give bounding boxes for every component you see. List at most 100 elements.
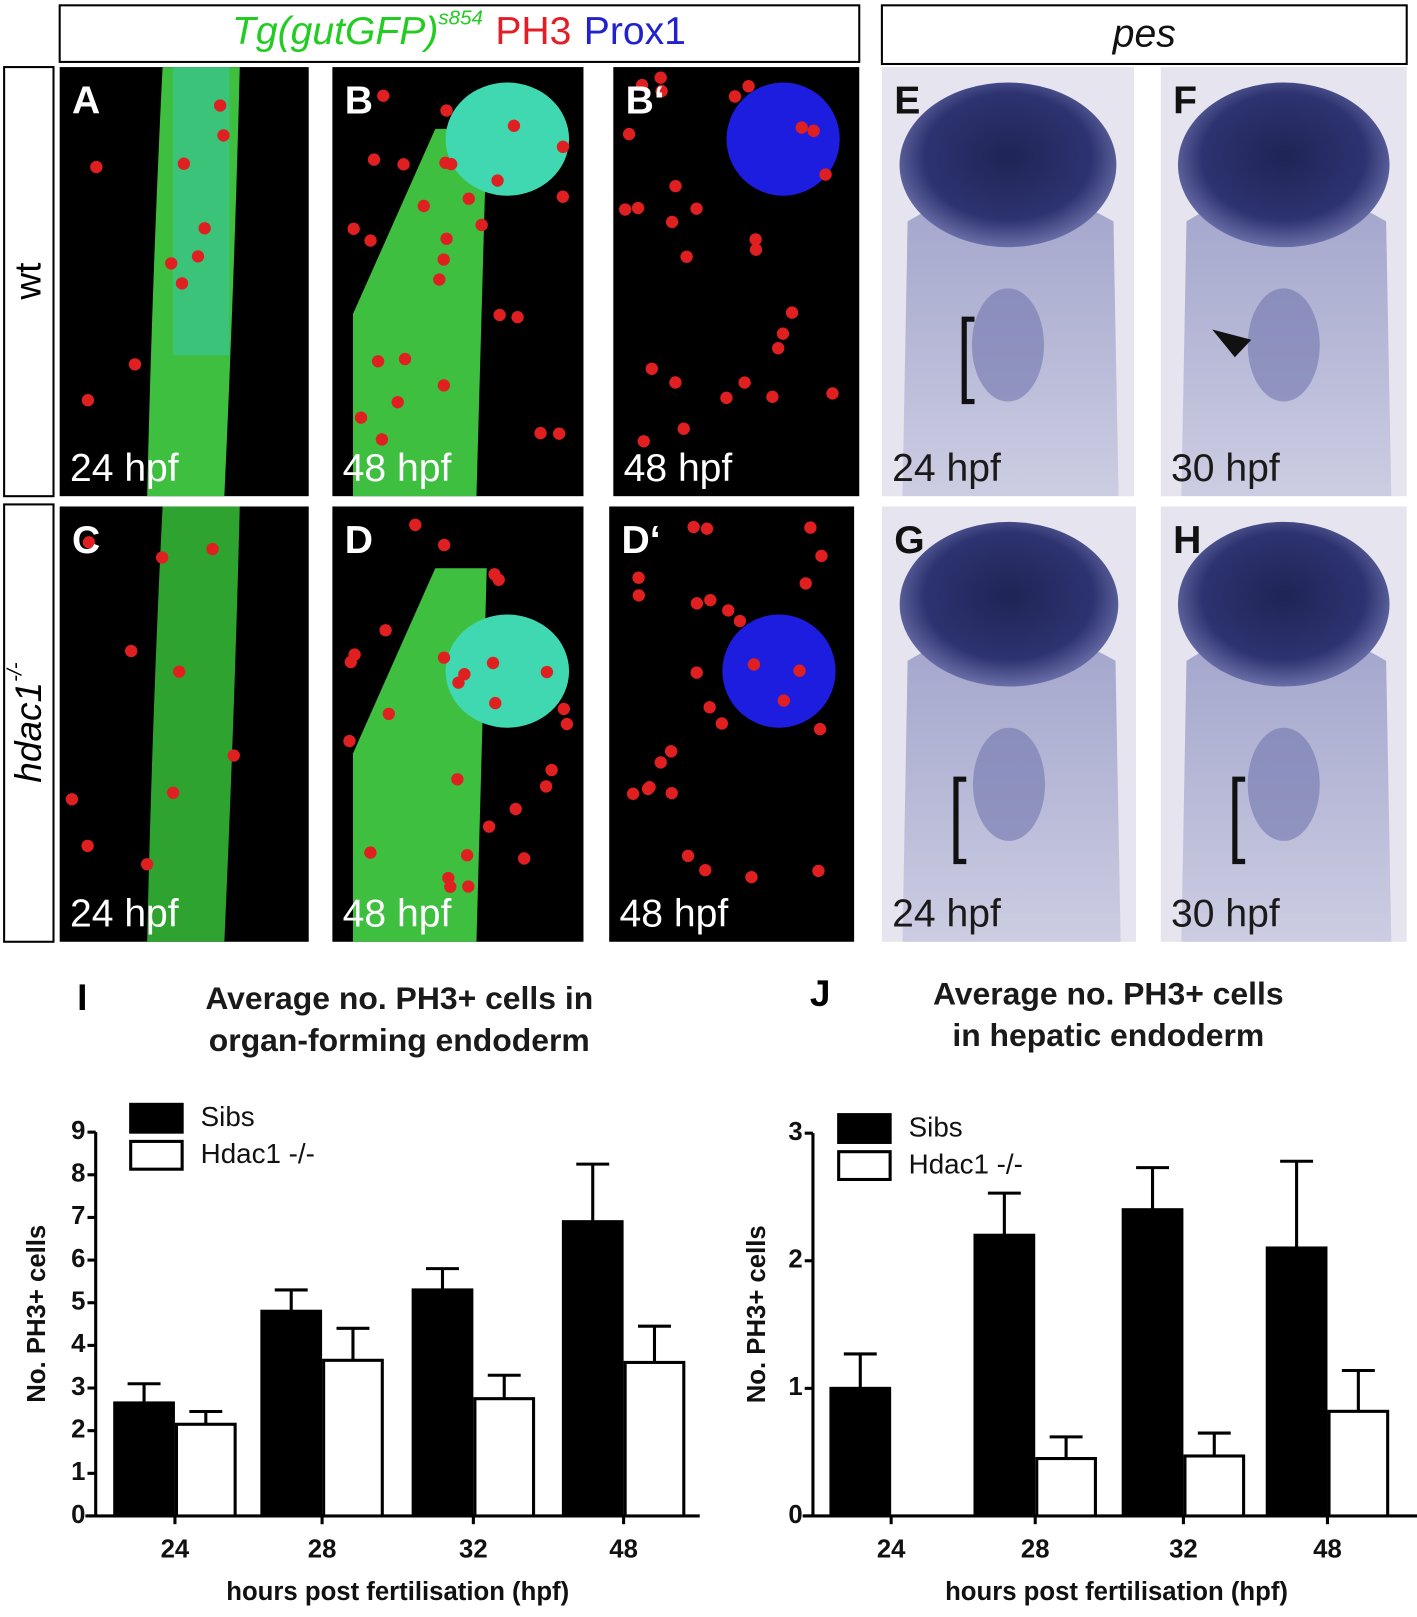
liver	[445, 82, 570, 196]
cell	[486, 656, 500, 670]
error-bar	[987, 1191, 1021, 1236]
cell	[626, 787, 640, 800]
cell	[460, 849, 474, 862]
cell	[451, 773, 464, 786]
panel-letter: I	[77, 976, 87, 1018]
cell	[354, 411, 368, 424]
panel-letter: B	[345, 79, 373, 122]
panel: D 48 hpf	[332, 506, 584, 942]
cell	[177, 157, 191, 170]
x-tick-label: 24	[161, 1536, 190, 1564]
panel-letter: E	[894, 79, 920, 122]
header-left: Tg(gutGFP)s854 PH3 Prox1	[232, 7, 686, 53]
x-tick-label: 48	[1313, 1536, 1342, 1564]
chart: I Average no. PH3+ cells in organ-forming …	[23, 976, 700, 1606]
y-tick-label: 7	[71, 1202, 85, 1230]
bar	[1327, 1409, 1390, 1518]
cell	[690, 202, 703, 215]
liver	[445, 614, 570, 728]
cell	[664, 745, 678, 758]
y-tick-label: 2	[788, 1246, 802, 1274]
bar	[260, 1309, 323, 1518]
cell	[669, 179, 682, 193]
bar	[473, 1397, 536, 1518]
cell	[82, 536, 96, 549]
panel-time: 48 hpf	[343, 892, 452, 935]
cell	[217, 129, 230, 142]
cell	[437, 253, 450, 266]
error-bar	[638, 1324, 671, 1363]
bar	[1183, 1454, 1246, 1518]
chart-title: Average no. PH3+ cells in	[205, 980, 593, 1016]
cell	[645, 362, 658, 375]
stain: Prox1	[584, 10, 686, 53]
cell	[720, 391, 733, 404]
cell	[444, 880, 457, 893]
cell	[766, 390, 779, 403]
header-box	[58, 4, 861, 63]
cell	[785, 306, 799, 319]
stain	[971, 288, 1044, 402]
stain	[1247, 288, 1320, 402]
panel-time: 30 hpf	[1171, 447, 1280, 490]
bar	[1035, 1457, 1097, 1518]
x-tick-label: 28	[308, 1536, 337, 1564]
error-bar	[843, 1352, 877, 1389]
error-bar	[189, 1409, 223, 1425]
x-tick-label: 24	[877, 1536, 906, 1564]
x-tick-label: 32	[459, 1536, 488, 1564]
embryo-head	[899, 82, 1117, 248]
row-label-main: hdac1	[7, 682, 49, 783]
prox1	[172, 67, 230, 356]
bar	[113, 1401, 175, 1518]
cell	[382, 707, 395, 721]
cell	[367, 153, 381, 166]
cell	[681, 849, 695, 863]
panels: A 24 hpf B 48 hpf B‘ 48 hpf E 24 hpf F 30 hpf C 24 …	[59, 67, 1407, 942]
cell	[699, 863, 712, 877]
panel-letter: F	[1173, 79, 1197, 122]
cell	[437, 538, 451, 552]
cell	[397, 158, 410, 171]
cell	[804, 521, 817, 534]
cell	[777, 694, 790, 707]
panel-time: 24 hpf	[892, 447, 1001, 490]
cell	[444, 157, 458, 171]
x-axis-label: hours post fertilisation (hpf)	[226, 1578, 569, 1606]
y-tick-label: 0	[788, 1501, 802, 1529]
error-bar	[576, 1162, 610, 1222]
cell	[173, 665, 186, 678]
legend-label: Hdac1 -/-	[201, 1138, 315, 1169]
charts: I Average no. PH3+ cells in organ-forming …	[23, 972, 1417, 1606]
y-tick-label: 4	[71, 1330, 86, 1358]
panel: F 30 hpf	[1160, 67, 1407, 497]
error-bar	[487, 1373, 521, 1399]
row-label: hdac1-/-	[4, 662, 49, 782]
cell	[722, 604, 735, 617]
error-bar	[127, 1382, 161, 1403]
cell	[507, 119, 521, 132]
panel: B 48 hpf	[332, 67, 584, 497]
cell	[166, 786, 180, 799]
liver	[722, 614, 836, 728]
panel: G 24 hpf	[881, 506, 1137, 942]
legend-label: Sibs	[909, 1111, 963, 1142]
y-tick-label: 5	[71, 1288, 85, 1316]
cell	[409, 518, 422, 532]
bar	[322, 1358, 384, 1518]
legend-label: Sibs	[201, 1101, 255, 1132]
legend-swatch	[837, 1113, 892, 1144]
cell	[191, 250, 205, 263]
x-tick-label: 48	[609, 1536, 638, 1564]
cell	[155, 551, 169, 564]
panel-time: 48 hpf	[343, 447, 452, 490]
cell	[742, 80, 755, 93]
cell	[677, 422, 690, 435]
bar	[973, 1233, 1036, 1518]
row-box	[3, 66, 55, 498]
y-tick-label: 2	[71, 1415, 85, 1443]
embryo-head	[899, 521, 1119, 687]
cell	[198, 222, 211, 235]
cell	[738, 376, 751, 389]
